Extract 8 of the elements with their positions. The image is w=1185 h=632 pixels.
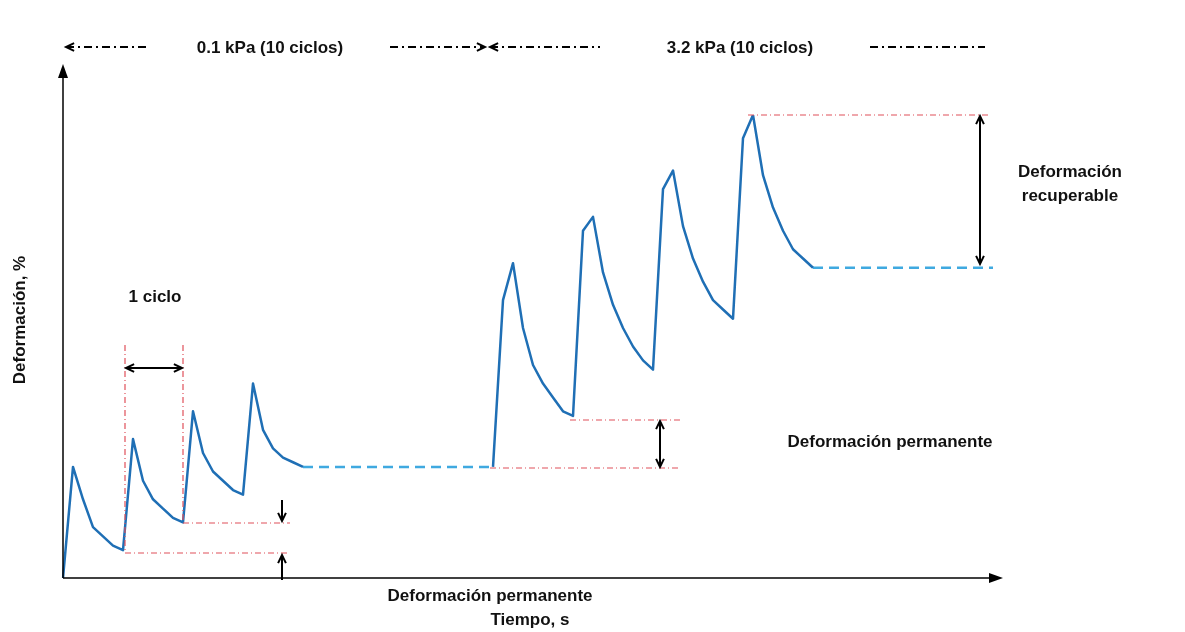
x-axis-title: Tiempo, s (489, 610, 571, 630)
annotation: 1 ciclo (127, 286, 183, 308)
text: Deformación permanente (386, 585, 594, 607)
text: Deformación recuperable (1017, 161, 1123, 207)
text: 3.2 kPa (10 ciclos) (665, 37, 815, 59)
text: 0.1 kPa (10 ciclos) (195, 37, 345, 59)
annotation: Deformación permanente (786, 431, 994, 453)
y-axis-title: Deformación, % (10, 254, 30, 387)
